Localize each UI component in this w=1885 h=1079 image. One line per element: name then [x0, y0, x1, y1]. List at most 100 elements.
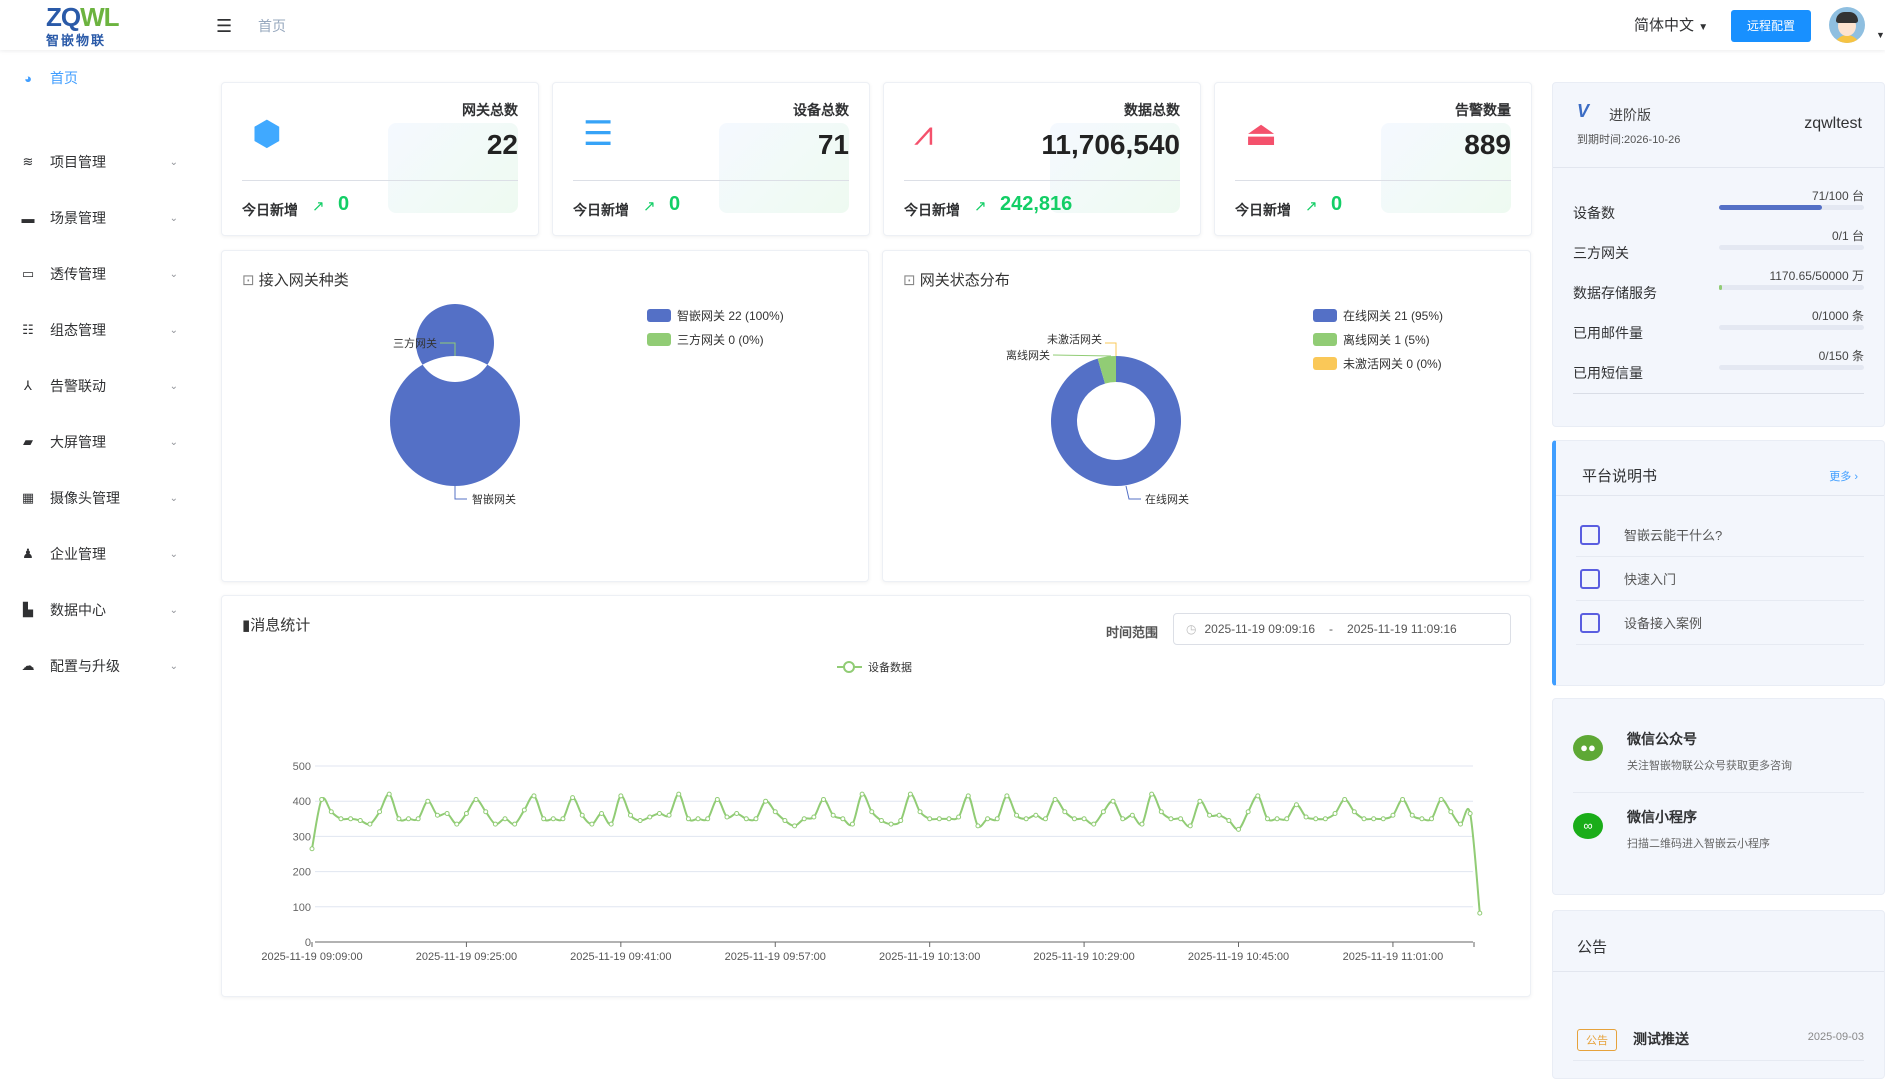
data-point[interactable] [1042, 816, 1048, 822]
legend-item[interactable]: 三方网关 0 (0%) [647, 327, 784, 351]
data-point[interactable] [550, 816, 556, 822]
doc-link[interactable]: 快速入门 [1576, 557, 1864, 601]
data-point[interactable] [1409, 812, 1415, 818]
data-point[interactable] [878, 818, 884, 824]
data-point[interactable] [1004, 793, 1010, 799]
legend-item[interactable]: 在线网关 21 (95%) [1313, 303, 1443, 327]
data-point[interactable] [1187, 823, 1193, 829]
data-point[interactable] [782, 818, 788, 824]
data-point[interactable] [849, 821, 855, 827]
doc-link[interactable]: 智嵌云能干什么? [1576, 513, 1864, 557]
data-point[interactable] [1120, 816, 1126, 822]
data-point[interactable] [1419, 816, 1425, 822]
data-point[interactable] [656, 811, 662, 817]
data-point[interactable] [531, 793, 537, 799]
data-point[interactable] [492, 821, 498, 827]
caret-down-icon[interactable]: ▼ [1876, 30, 1885, 40]
data-point[interactable] [1197, 798, 1203, 804]
legend-label[interactable]: 设备数据 [868, 660, 912, 674]
data-point[interactable] [907, 791, 913, 797]
data-point[interactable] [1477, 910, 1483, 916]
data-point[interactable] [936, 816, 942, 822]
data-point[interactable] [685, 816, 691, 822]
data-point[interactable] [994, 816, 1000, 822]
data-point[interactable] [898, 818, 904, 824]
data-point[interactable] [627, 812, 633, 818]
data-point[interactable] [1100, 809, 1106, 815]
data-point[interactable] [1245, 809, 1251, 815]
data-point[interactable] [695, 816, 701, 822]
legend-item[interactable]: 离线网关 1 (5%) [1313, 327, 1443, 351]
data-point[interactable] [434, 812, 440, 818]
data-point[interactable] [714, 796, 720, 802]
sidebar-item[interactable]: ▭ 透传管理 ⌄ [0, 246, 200, 302]
data-point[interactable] [946, 816, 952, 822]
sidebar-item[interactable]: ▬ 场景管理 ⌄ [0, 190, 200, 246]
data-point[interactable] [1390, 812, 1396, 818]
data-point[interactable] [1322, 816, 1328, 822]
data-point[interactable] [309, 846, 315, 852]
data-point[interactable] [1342, 796, 1348, 802]
data-point[interactable] [753, 816, 759, 822]
wechat-item[interactable]: ∞ 微信小程序 扫描二维码进入智嵌云小程序 [1573, 807, 1864, 867]
data-point[interactable] [859, 791, 865, 797]
data-point[interactable] [338, 816, 344, 822]
data-point[interactable] [1139, 821, 1145, 827]
breadcrumb[interactable]: 首页 [258, 18, 286, 34]
data-point[interactable] [1429, 816, 1435, 822]
range-start[interactable]: 2025-11-19 09:09:16 [1204, 622, 1316, 636]
data-point[interactable] [1216, 812, 1222, 818]
data-point[interactable] [840, 816, 846, 822]
avatar[interactable] [1829, 7, 1865, 43]
data-point[interactable] [463, 811, 469, 817]
data-point[interactable] [956, 814, 962, 820]
data-point[interactable] [821, 796, 827, 802]
data-point[interactable] [1168, 816, 1174, 822]
legend-item[interactable]: 智嵌网关 22 (100%) [647, 303, 784, 327]
data-point[interactable] [647, 814, 653, 820]
data-point[interactable] [1158, 809, 1164, 815]
data-point[interactable] [1264, 816, 1270, 822]
data-point[interactable] [1236, 826, 1242, 832]
data-point[interactable] [637, 818, 643, 824]
data-point[interactable] [425, 798, 431, 804]
data-point[interactable] [560, 816, 566, 822]
data-point[interactable] [618, 793, 624, 799]
language-select[interactable]: 简体中文 ▼ [1634, 14, 1708, 35]
data-point[interactable] [608, 821, 614, 827]
data-point[interactable] [1448, 809, 1454, 815]
data-point[interactable] [1361, 816, 1367, 822]
data-point[interactable] [734, 811, 740, 817]
data-point[interactable] [512, 821, 518, 827]
donut-slice[interactable] [389, 304, 520, 486]
data-point[interactable] [743, 816, 749, 822]
stat-card[interactable]: ☰ 设备总数 71 今日新增 ↗ 0 [552, 82, 870, 236]
data-point[interactable] [1207, 812, 1213, 818]
data-point[interactable] [1129, 812, 1135, 818]
sidebar-item[interactable]: ☁ 配置与升级 ⌄ [0, 638, 200, 694]
data-point[interactable] [570, 795, 576, 801]
data-point[interactable] [502, 816, 508, 822]
data-point[interactable] [1255, 793, 1261, 799]
data-point[interactable] [541, 816, 547, 822]
menu-toggle-icon[interactable]: ☰ [216, 16, 233, 36]
donut-slice[interactable] [1097, 356, 1116, 384]
data-point[interactable] [1014, 812, 1020, 818]
data-point[interactable] [1293, 802, 1299, 808]
data-point[interactable] [589, 821, 595, 827]
data-point[interactable] [444, 811, 450, 817]
data-point[interactable] [377, 809, 383, 815]
data-point[interactable] [792, 823, 798, 829]
data-point[interactable] [763, 798, 769, 804]
data-point[interactable] [1284, 816, 1290, 822]
data-point[interactable] [473, 796, 479, 802]
data-point[interactable] [1149, 791, 1155, 797]
remote-config-button[interactable]: 远程配置 [1731, 10, 1811, 42]
data-point[interactable] [1380, 816, 1386, 822]
data-point[interactable] [666, 812, 672, 818]
data-point[interactable] [599, 811, 605, 817]
doc-link[interactable]: 设备接入案例 [1576, 601, 1864, 645]
data-point[interactable] [869, 809, 875, 815]
data-point[interactable] [888, 821, 894, 827]
data-point[interactable] [367, 821, 373, 827]
